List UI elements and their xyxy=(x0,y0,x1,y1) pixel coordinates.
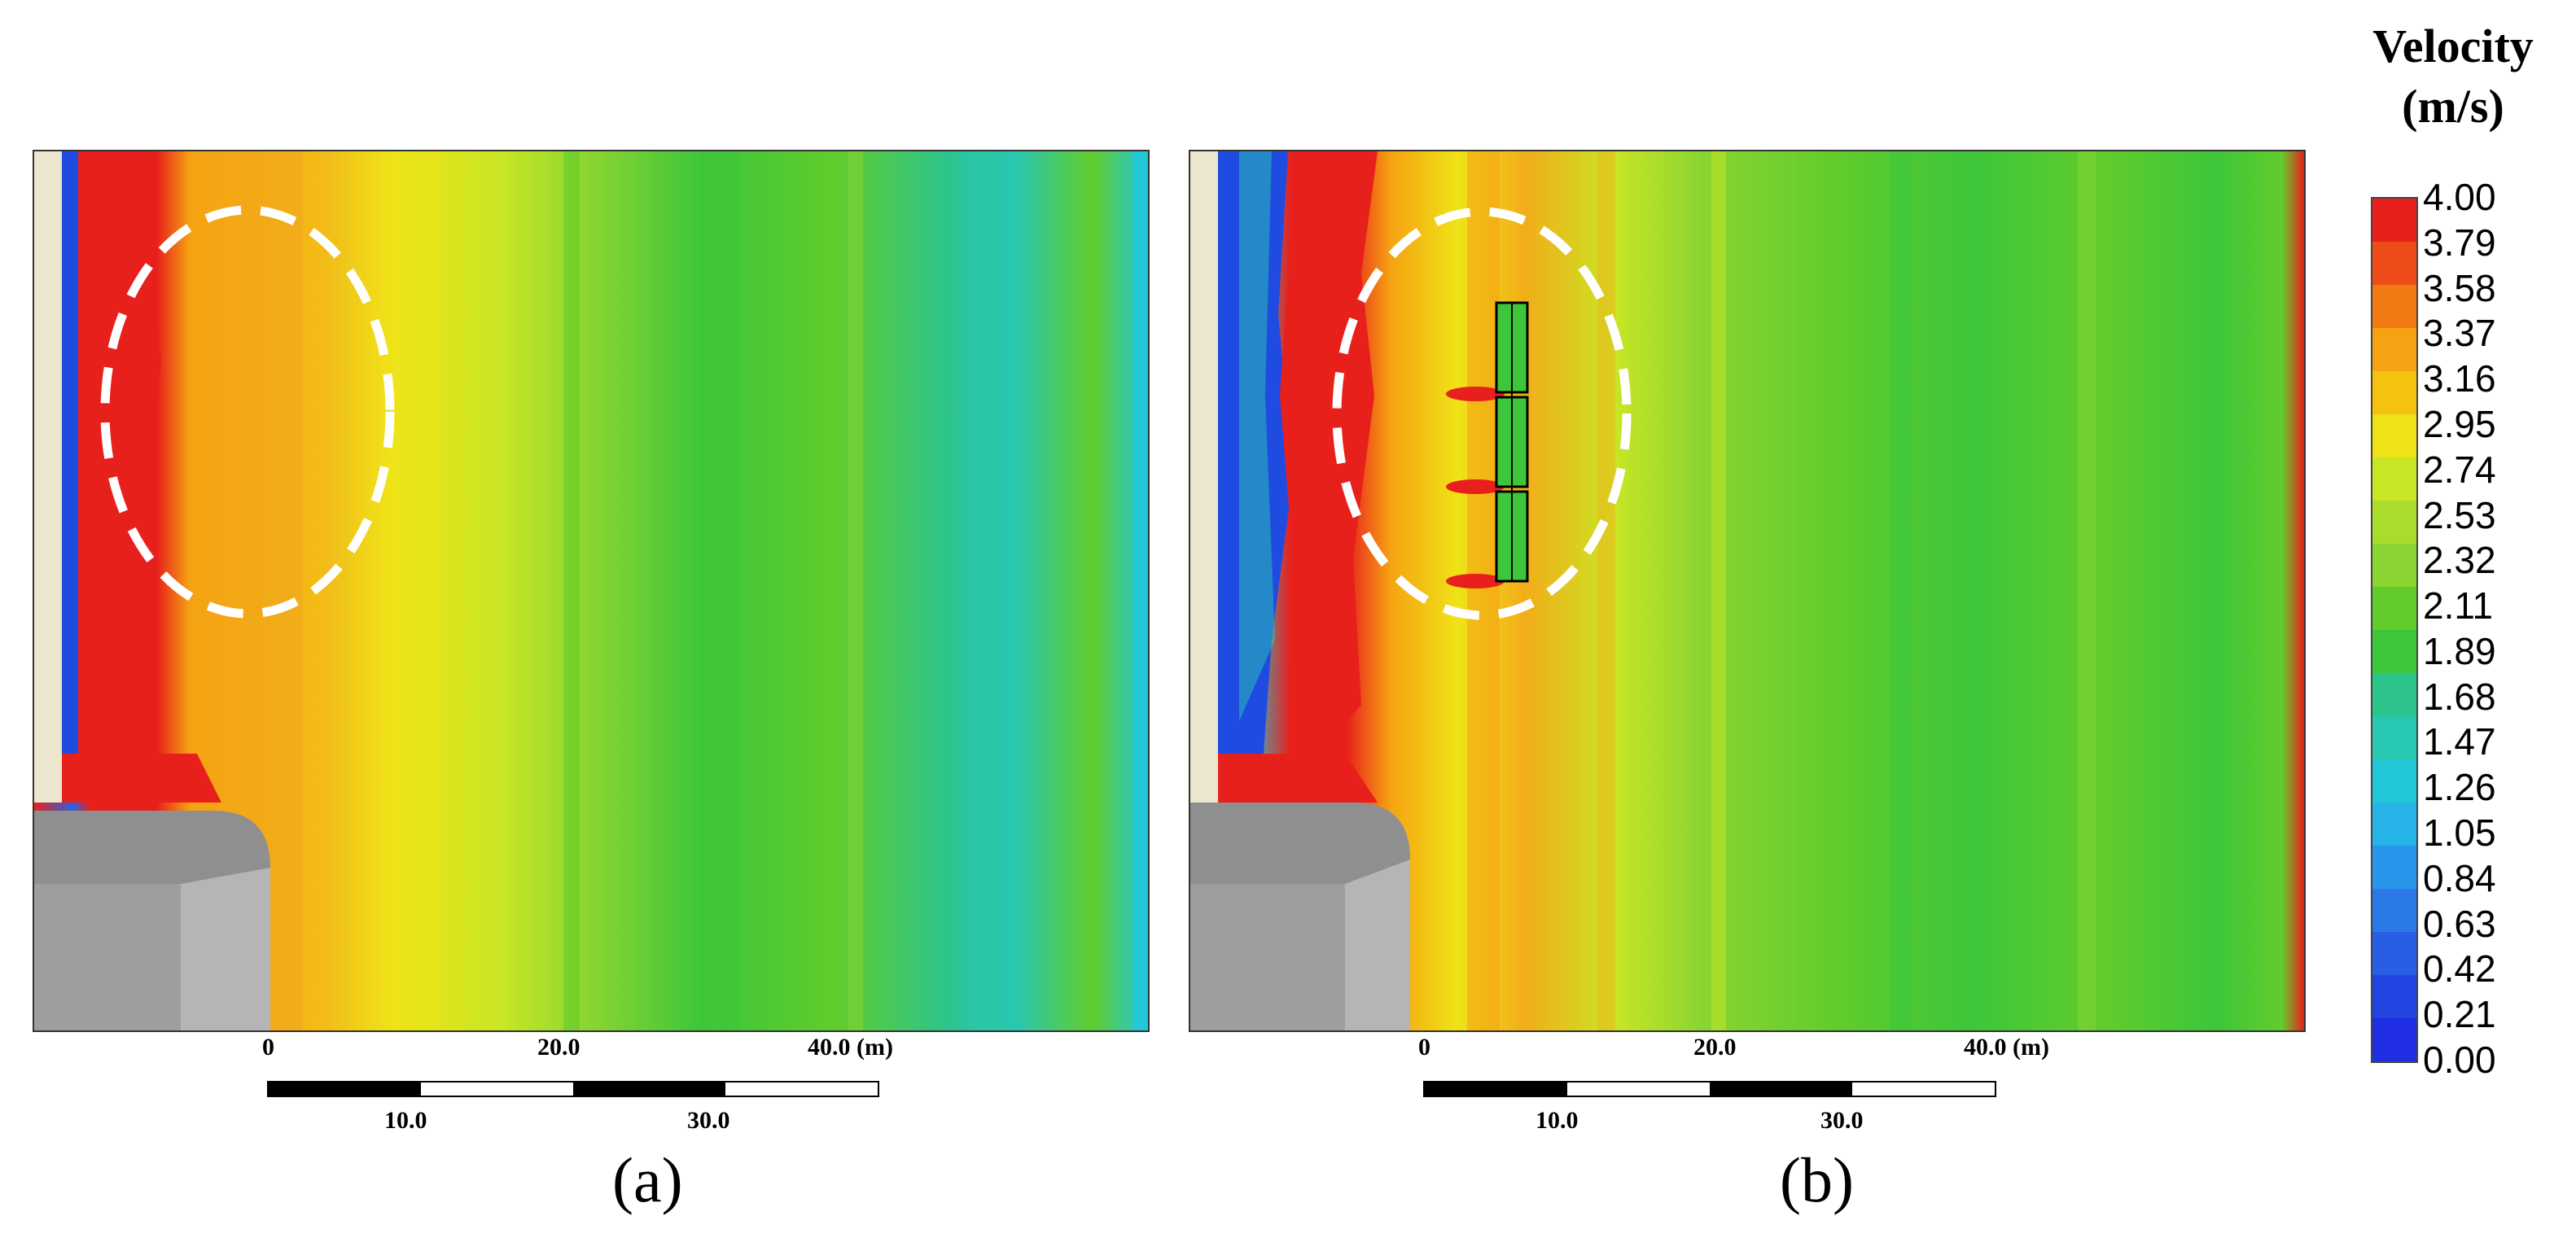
scale-bar-segments xyxy=(267,1081,879,1097)
highlight-ellipse xyxy=(100,205,395,619)
legend-tick-label: 4.00 xyxy=(2423,176,2496,218)
legend-swatch xyxy=(2372,242,2416,285)
legend-tick-label: 1.05 xyxy=(2423,811,2496,855)
legend-swatch xyxy=(2372,803,2416,846)
scale-bar-segments xyxy=(1423,1081,1996,1097)
scale-bar-b: 0 20.0 40.0 (m) 10.0 30.0 xyxy=(1417,1034,2068,1139)
legend-swatch xyxy=(2372,199,2416,242)
legend-tick-label: 3.16 xyxy=(2423,357,2496,400)
legend-tick-label: 0.84 xyxy=(2423,856,2496,899)
legend-swatch xyxy=(2372,716,2416,759)
legend-swatch xyxy=(2372,414,2416,457)
wall-strip xyxy=(34,151,62,803)
wall-strip xyxy=(1190,151,1218,803)
highlight-ellipse xyxy=(1332,207,1632,620)
scale-tick-20: 20.0 xyxy=(537,1034,580,1061)
legend-tick-label: 2.32 xyxy=(2423,539,2496,582)
scale-tick-0: 0 xyxy=(262,1034,274,1061)
legend-swatch xyxy=(2372,587,2416,630)
legend-swatch xyxy=(2372,544,2416,587)
legend-tick-label: 1.26 xyxy=(2423,766,2496,809)
legend-swatch xyxy=(2372,630,2416,673)
legend-tick-label: 3.79 xyxy=(2423,221,2496,264)
legend-tick-label: 1.47 xyxy=(2423,720,2496,763)
legend-swatch xyxy=(2372,328,2416,371)
scale-tick-40: 40.0 (m) xyxy=(1964,1034,2049,1061)
panel-b-velocity-field xyxy=(1189,150,2306,1032)
legend-tick-labels: 4.00 3.79 3.58 3.37 3.16 2.95 2.74 2.53 2.32 2.11… xyxy=(2423,173,2569,1084)
scale-tick-30: 30.0 xyxy=(1820,1107,1864,1134)
scale-tick-30: 30.0 xyxy=(687,1107,730,1134)
legend-tick-label: 2.74 xyxy=(2423,448,2496,491)
legend-title: Velocity (m/s) xyxy=(2343,16,2563,137)
legend-swatch xyxy=(2372,975,2416,1018)
legend-tick-label: 0.63 xyxy=(2423,902,2496,945)
scale-tick-0: 0 xyxy=(1418,1034,1430,1061)
panel-a-velocity-field xyxy=(33,150,1150,1032)
scale-tick-10: 10.0 xyxy=(384,1107,427,1134)
legend-tick-label: 0.00 xyxy=(2423,1039,2496,1081)
legend-tick-label: 1.68 xyxy=(2423,675,2496,718)
legend-tick-label: 1.89 xyxy=(2423,629,2496,672)
legend-swatch xyxy=(2372,285,2416,328)
legend-swatch xyxy=(2372,371,2416,414)
scale-tick-10: 10.0 xyxy=(1536,1107,1579,1134)
legend-swatch xyxy=(2372,673,2416,716)
legend-swatch xyxy=(2372,457,2416,501)
legend-swatch xyxy=(2372,932,2416,975)
legend-swatch xyxy=(2372,889,2416,932)
panel-label-b: (b) xyxy=(1780,1144,1854,1215)
scale-bar-a: 0 20.0 40.0 (m) 10.0 30.0 xyxy=(261,1034,912,1139)
legend-title-line1: Velocity xyxy=(2372,20,2534,72)
panel-label-a: (a) xyxy=(612,1144,683,1215)
legend-title-unit: (m/s) xyxy=(2402,80,2504,133)
legend-tick-label: 2.95 xyxy=(2423,402,2496,445)
panel-b-contour-plot xyxy=(1190,151,2304,1030)
legend-swatch xyxy=(2372,1018,2416,1061)
legend-tick-label: 0.21 xyxy=(2423,993,2496,1036)
legend-swatch xyxy=(2372,501,2416,544)
legend-tick-label: 0.42 xyxy=(2423,947,2496,991)
legend-tick-label: 3.37 xyxy=(2423,312,2496,355)
scale-tick-40: 40.0 (m) xyxy=(808,1034,893,1061)
legend-color-bar xyxy=(2371,197,2418,1063)
panel-a-contour-plot xyxy=(34,151,1148,1030)
scale-tick-20: 20.0 xyxy=(1693,1034,1737,1061)
legend-tick-label: 2.53 xyxy=(2423,493,2496,536)
legend-swatch xyxy=(2372,846,2416,889)
legend-swatch xyxy=(2372,759,2416,803)
legend-tick-label: 2.11 xyxy=(2423,584,2494,628)
legend-tick-label: 3.58 xyxy=(2423,266,2496,309)
